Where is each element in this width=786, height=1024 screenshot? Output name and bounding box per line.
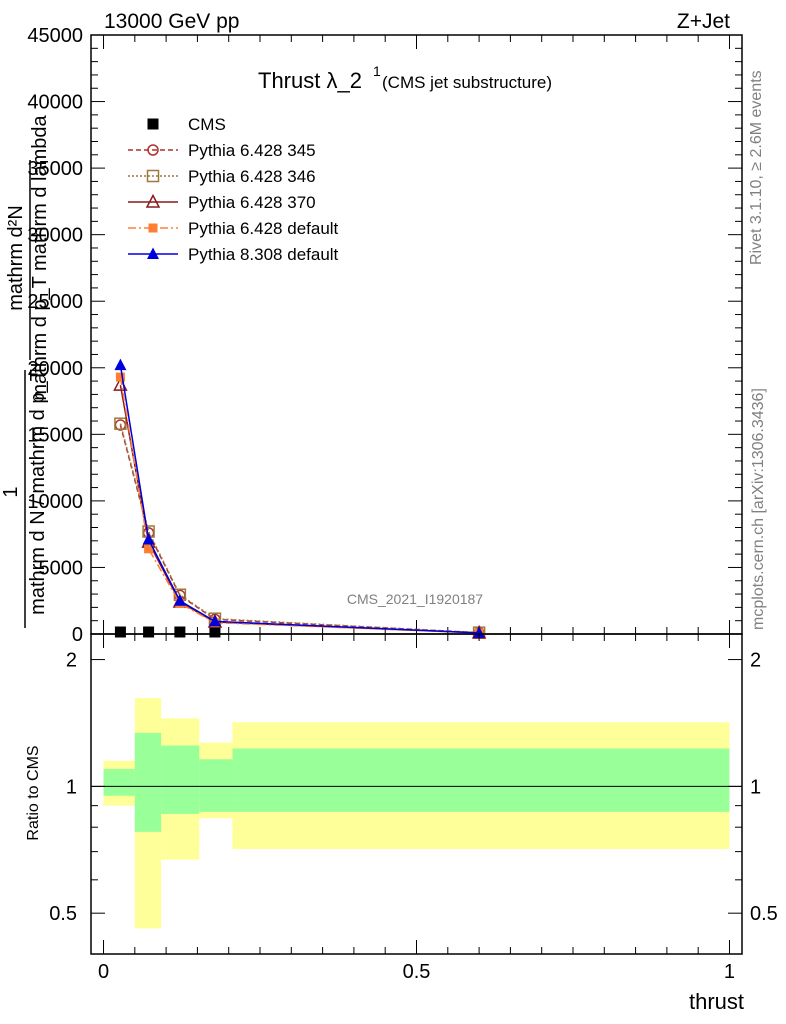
data-point: [114, 626, 126, 638]
data-point: [174, 626, 186, 638]
xtick-label: 0.5: [403, 961, 431, 983]
title-main: Thrust λ_2: [258, 68, 362, 93]
xlabel: thrust: [689, 989, 744, 1014]
xtick-label: 1: [724, 961, 735, 983]
data-point: [144, 544, 154, 554]
ratio-ytick-label-right: 1: [750, 776, 761, 798]
legend-item-5: Pythia 8.308 default: [128, 245, 339, 264]
data-point: [142, 532, 155, 545]
ratio-ytick-label-right: 2: [750, 650, 761, 672]
ytick-label: 40000: [27, 92, 83, 114]
series-0: [114, 626, 221, 638]
ytick-label: 5000: [39, 557, 84, 579]
band-inner-3: [199, 759, 233, 812]
legend-label: Pythia 6.428 345: [188, 141, 316, 160]
ytick-label: 20000: [27, 358, 83, 380]
header-left: 13000 GeV pp: [104, 10, 239, 33]
legend-label: Pythia 6.428 default: [188, 219, 339, 238]
ytick-label: 25000: [27, 291, 83, 313]
ratio-panel: 0 0.5 1 0.5 0.5 1 1 2 2: [49, 633, 778, 983]
legend-item-4: Pythia 6.428 default: [128, 219, 339, 238]
ytick-label: 30000: [27, 225, 83, 247]
legend-marker: [148, 223, 158, 233]
legend-label: Pythia 6.428 346: [188, 167, 316, 186]
band-inner-4: [232, 748, 730, 812]
legend-marker: [147, 118, 159, 130]
legend-marker: [145, 193, 161, 208]
ylabel-one: 1: [0, 486, 22, 497]
ylabel-lower: Ratio to CMS: [25, 745, 42, 840]
legend-item-1: Pythia 6.428 345: [128, 141, 316, 160]
ytick-label: 10000: [27, 491, 83, 513]
data-point: [208, 614, 221, 627]
ratio-ytick-label-left: 2: [66, 650, 77, 672]
band-inner-0: [103, 768, 135, 796]
ytick-label: 15000: [27, 424, 83, 446]
ytick-label: 45000: [27, 25, 83, 47]
series-5: [114, 358, 486, 638]
legend-item-2: Pythia 6.428 346: [128, 167, 316, 186]
ytick-label: 35000: [27, 158, 83, 180]
ratio-ytick-label-left: 1: [66, 776, 77, 798]
xtick-label: 0: [98, 961, 109, 983]
title-sub: (CMS jet substructure): [382, 73, 552, 92]
watermark: CMS_2021_I1920187: [347, 591, 483, 607]
legend-marker: [147, 144, 159, 156]
data-point: [473, 626, 486, 638]
header-right: Z+Jet: [677, 10, 730, 33]
band-inner-1: [134, 732, 162, 832]
legend: CMS Pythia 6.428 345 Pythia 6.428 346 Pythi…: [128, 115, 339, 264]
mcplots-label: mcplots.cern.ch [arXiv:1306.3436]: [750, 388, 767, 630]
ylabel-upper: mathrm d²N mathrm d p_T mathrm d lambda …: [0, 114, 51, 628]
main-panel: 0 5000 10000 15000 20000 25000 30000 35000 40000…: [27, 25, 743, 646]
legend-item-3: Pythia 6.428 370: [128, 193, 316, 212]
ylabel-denominator: mathrm d N / mathrm d p_T: [27, 369, 49, 615]
plot-title: Thrust λ_2 1 (CMS jet substructure): [258, 63, 552, 93]
band-inner-2: [161, 745, 200, 814]
data-point: [173, 594, 186, 606]
legend-label: Pythia 8.308 default: [188, 245, 339, 264]
data-point: [143, 626, 155, 638]
data-point: [114, 417, 127, 430]
ytick-label: 0: [72, 624, 83, 646]
legend-label: CMS: [188, 115, 226, 134]
title-sup: 1: [373, 63, 381, 79]
legend-label: Pythia 6.428 370: [188, 193, 316, 212]
legend-marker: [147, 247, 159, 259]
ratio-ytick-label-left: 0.5: [49, 903, 77, 925]
data-point: [114, 358, 127, 371]
data-point: [209, 626, 221, 638]
rivet-label: Rivet 3.1.10, ≥ 2.6M events: [748, 70, 765, 265]
ylabel-frac-bottom: mathrm d p_T mathrm d lambda: [29, 114, 51, 400]
legend-marker: [146, 169, 160, 183]
ylabel-frac-top: mathrm d²N: [5, 205, 27, 311]
data-point: [115, 372, 125, 382]
ratio-ytick-label-right: 0.5: [750, 903, 778, 925]
legend-item-0: CMS: [147, 115, 226, 134]
